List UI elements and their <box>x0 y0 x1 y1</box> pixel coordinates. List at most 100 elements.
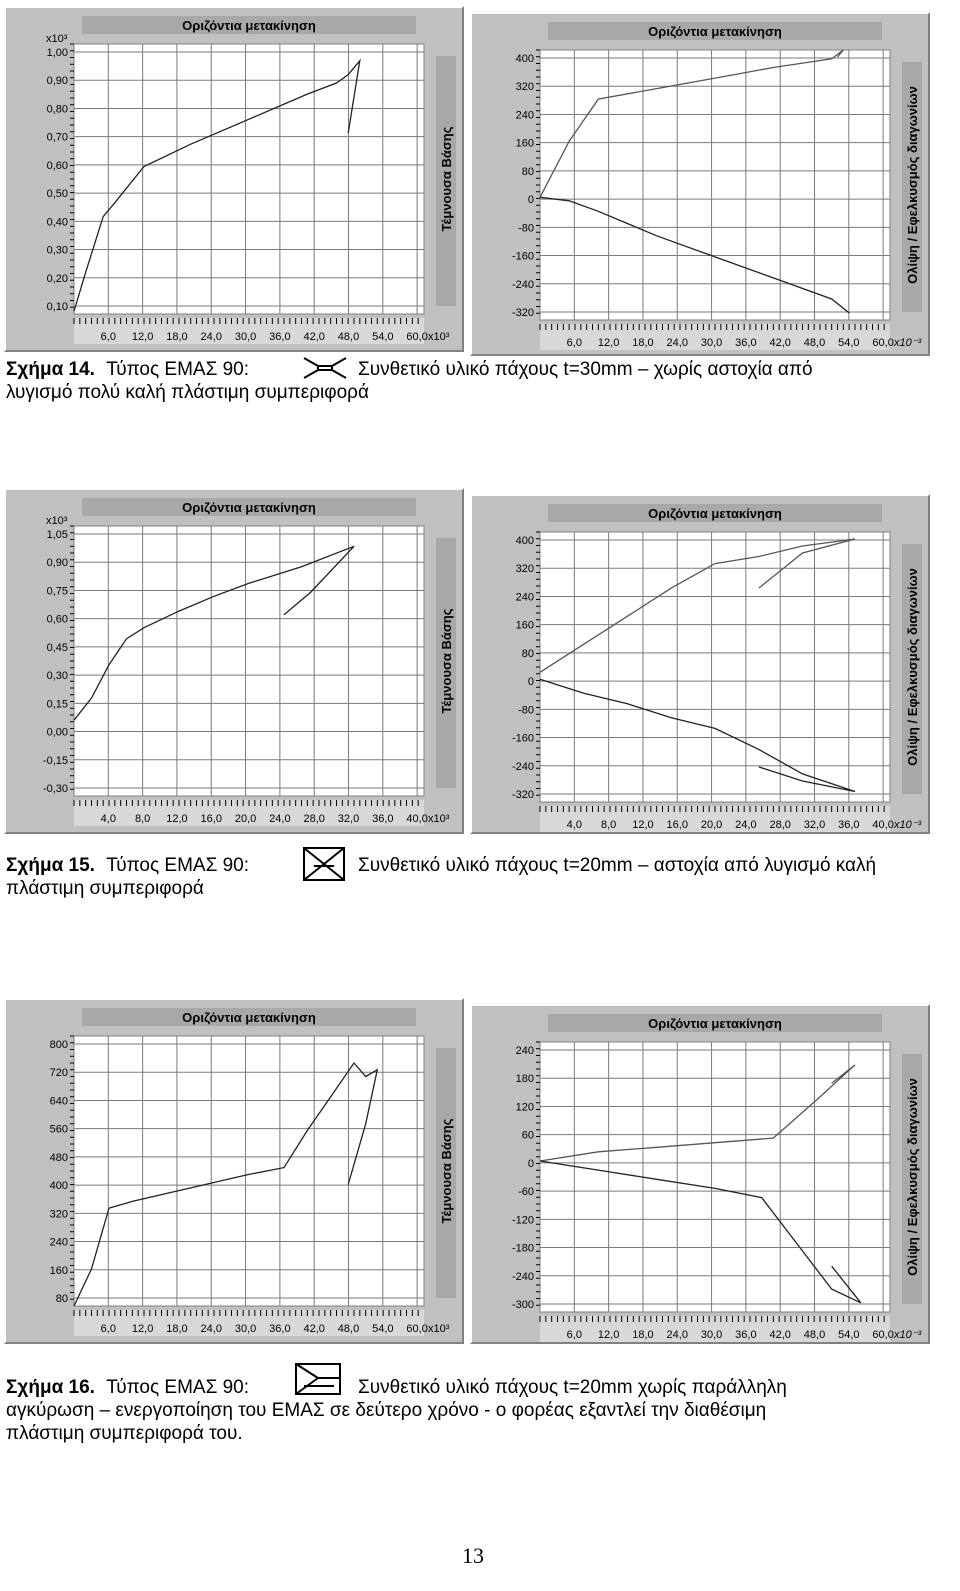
y-tick-label: 0,20 <box>47 273 68 285</box>
x-multiplier: x10³ <box>428 813 450 825</box>
y-tick-label: -320 <box>512 789 534 801</box>
emas-anchored-bracing-icon <box>295 1363 341 1395</box>
y-tick-label: 1,05 <box>47 529 68 541</box>
fig16-caption-line3: πλάστιμη συμπεριφορά του. <box>6 1423 243 1444</box>
series-line <box>539 1064 856 1162</box>
y-tick-label: 0,80 <box>47 103 68 115</box>
x-tick-label: 12,0 <box>166 813 187 825</box>
x-tick-label: 18,0 <box>632 1329 653 1341</box>
x-tick-label: 36,0 <box>735 337 756 349</box>
fig15-chart-left: Οριζόντια μετακίνηση Τέμνουσα Βάσης 1,05 0,… <box>4 488 464 834</box>
y-tick-label: 0 <box>528 676 534 688</box>
x-tick-label: 18,0 <box>632 337 653 349</box>
x-tick-label: 12,0 <box>598 337 619 349</box>
plot-area <box>73 43 425 315</box>
x-tick-label: 42,0 <box>303 1323 324 1335</box>
side-label: Ολίψη / Εφελκυσμός διαγωνίων <box>905 86 920 284</box>
chart-title: Οριζόντια μετακίνηση <box>182 18 316 33</box>
x-tick-label: 28,0 <box>769 819 790 831</box>
x-tick-label: 40,0 <box>406 813 427 825</box>
fig16-chart-left: Οριζόντια μετακίνηση Τέμνουσα Βάσης 800 720… <box>4 998 464 1344</box>
x-tick-label: 32,0 <box>338 813 359 825</box>
x-tick-label: 6,0 <box>101 331 116 343</box>
y-tick-label: 80 <box>56 1293 68 1305</box>
y-tick-label: -180 <box>512 1243 534 1255</box>
y-tick-label: 0,30 <box>47 670 68 682</box>
x-tick-label: 24,0 <box>735 819 756 831</box>
fig15-chart-right-svg: Οριζόντια μετακίνηση Ολίψη / Εφελκυσμός δ… <box>512 504 922 832</box>
x-tick-label: 20,0 <box>235 813 256 825</box>
fig16-caption-line1: Συνθετικό υλικό πάχους t=20mm χωρίς παρά… <box>358 1377 787 1398</box>
series-line <box>539 678 856 793</box>
x-tick-label: 42,0 <box>769 337 790 349</box>
x-tick-label: 36,0 <box>735 1329 756 1341</box>
fig15-caption-line1: Συνθετικό υλικό πάχους t=20mm – αστοχία … <box>358 855 877 876</box>
y-tick-label: 0,60 <box>47 614 68 626</box>
x-tick-label: 8,0 <box>601 819 616 831</box>
x-tick-label: 48,0 <box>804 1329 825 1341</box>
x-tick-label: 32,0 <box>804 819 825 831</box>
x-tick-label: 54,0 <box>372 331 393 343</box>
x-tick-label: 40,0 <box>872 819 893 831</box>
fig16-chart-left-svg: Οριζόντια μετακίνηση Τέμνουσα Βάσης 800 720… <box>50 1008 456 1336</box>
x-tick-label: 36,0 <box>269 1323 290 1335</box>
y-tick-label: 0,75 <box>47 585 68 597</box>
side-label-bar <box>436 56 456 306</box>
fig16-chart-right: Οριζόντια μετακίνηση Ολίψη / Εφελκυσμός δ… <box>470 1004 930 1344</box>
y-tick-label: 0,15 <box>47 698 68 710</box>
x-tick-label: 42,0 <box>303 331 324 343</box>
x-tick-label: 42,0 <box>769 1329 790 1341</box>
chart-title-bar <box>82 16 416 34</box>
y-tick-label: 0 <box>528 194 534 206</box>
side-label: Τέμνουσα Βάσης <box>439 1118 454 1223</box>
y-tick-label: 320 <box>516 563 534 575</box>
x-tick-label: 48,0 <box>804 337 825 349</box>
fig14-chart-left: Οριζόντια μετακίνηση Τέμνουσα Βάσης 1,00 0,… <box>4 6 464 352</box>
x-tick-label: 6,0 <box>567 337 582 349</box>
y-tick-label: 0,30 <box>47 245 68 257</box>
y-tick-label: 0,50 <box>47 188 68 200</box>
y-tick-label: 240 <box>516 591 534 603</box>
fig14-chart-right-svg: Οριζόντια μετακίνηση Ολίψη / Εφελκυσμός δ… <box>512 22 922 350</box>
y-tick-label: 120 <box>516 1101 534 1113</box>
fig15-chart-right: Οριζόντια μετακίνηση Ολίψη / Εφελκυσμός δ… <box>470 494 930 834</box>
chart-title-bar <box>548 1014 882 1032</box>
y-tick-label: 240 <box>516 1045 534 1057</box>
x-tick-label: 30,0 <box>701 337 722 349</box>
y-tick-label: -60 <box>518 1186 534 1198</box>
x-tick-label: 54,0 <box>838 337 859 349</box>
side-label-bar <box>902 1054 922 1304</box>
fig16-caption-lead: Τύπος ΕΜΑΣ 90: <box>106 1377 250 1398</box>
y-tick-label: -240 <box>512 279 534 291</box>
y-tick-label: 180 <box>516 1073 534 1085</box>
x-tick-label: 28,0 <box>303 813 324 825</box>
fig14-chart-right: Οριζόντια μετακίνηση Ολίψη / Εφελκυσμός δ… <box>470 12 930 356</box>
y-tick-label: -80 <box>518 222 534 234</box>
y-tick-label: 80 <box>522 648 534 660</box>
y-tick-label: 160 <box>516 620 534 632</box>
chart-title-bar <box>82 1008 416 1026</box>
side-label-bar <box>902 544 922 794</box>
x-multiplier: x10³ <box>428 331 450 343</box>
emas-bracing-icon <box>303 357 347 379</box>
y-tick-label: 560 <box>50 1124 68 1136</box>
y-tick-label: 0,60 <box>47 160 68 172</box>
side-label: Τέμνουσα Βάσης <box>439 126 454 231</box>
x-tick-label: 36,0 <box>838 819 859 831</box>
x-tick-label: 30,0 <box>701 1329 722 1341</box>
y-tick-label: -0,30 <box>43 783 68 795</box>
x-tick-label: 24,0 <box>667 337 688 349</box>
y-tick-label: 0,40 <box>47 216 68 228</box>
x-tick-label: 12,0 <box>132 331 153 343</box>
y-tick-label: -160 <box>512 251 534 263</box>
fig16-chart-right-svg: Οριζόντια μετακίνηση Ολίψη / Εφελκυσμός δ… <box>512 1014 922 1342</box>
chart-title: Οριζόντια μετακίνηση <box>182 500 316 515</box>
series-line <box>73 545 355 721</box>
x-tick-label: 12,0 <box>598 1329 619 1341</box>
plot-area <box>539 49 891 321</box>
y-tick-label: -0,15 <box>43 755 68 767</box>
x-tick-label: 24,0 <box>201 1323 222 1335</box>
y-tick-label: 0,00 <box>47 727 68 739</box>
y-tick-label: 160 <box>516 138 534 150</box>
x-tick-label: 60,0 <box>406 331 427 343</box>
